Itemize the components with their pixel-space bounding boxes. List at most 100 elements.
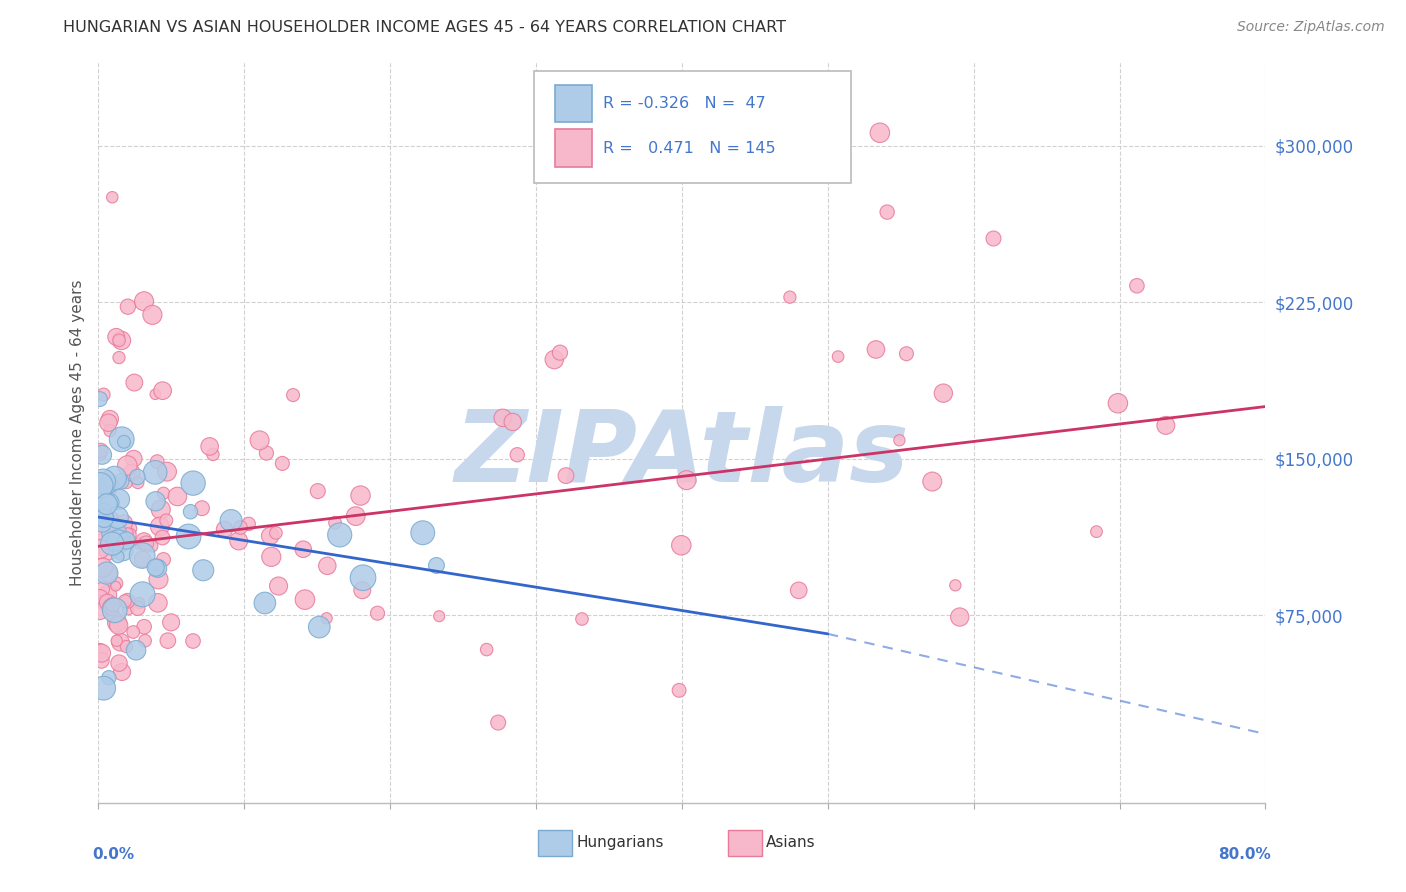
Point — [134, 633, 156, 648]
Point — [98, 496, 121, 510]
Text: Asians: Asians — [766, 836, 815, 850]
Point — [427, 609, 450, 624]
Point — [271, 457, 294, 471]
Point — [229, 520, 252, 534]
Point — [101, 602, 124, 616]
Point — [143, 466, 166, 480]
Point — [264, 525, 287, 540]
Point — [107, 618, 129, 632]
Point — [267, 579, 290, 593]
Point — [118, 527, 141, 541]
Point — [90, 443, 112, 458]
Point — [98, 522, 121, 536]
Point — [101, 539, 124, 553]
Point — [98, 515, 121, 529]
Point — [89, 507, 111, 521]
Point — [124, 376, 146, 390]
Point — [108, 351, 131, 365]
Point — [91, 560, 114, 574]
Point — [98, 412, 121, 426]
Point — [865, 343, 887, 357]
Point — [932, 386, 955, 401]
Point — [668, 683, 690, 698]
Point — [93, 681, 115, 695]
Point — [149, 519, 172, 533]
Point — [160, 615, 183, 630]
Point — [89, 644, 111, 658]
Point — [141, 539, 163, 553]
Point — [1126, 278, 1149, 293]
Point — [94, 492, 117, 507]
Text: 80.0%: 80.0% — [1219, 847, 1271, 863]
Point — [135, 536, 157, 550]
Point — [238, 516, 260, 531]
Point — [156, 633, 179, 648]
Point — [149, 502, 172, 516]
Point — [671, 538, 693, 552]
Point — [110, 635, 132, 649]
Point — [101, 598, 124, 612]
Point — [91, 516, 114, 530]
Point — [89, 447, 111, 461]
Point — [127, 475, 149, 490]
Point — [921, 475, 943, 489]
Point — [349, 489, 371, 503]
Point — [146, 561, 169, 575]
Point — [146, 454, 169, 468]
Point — [101, 190, 124, 204]
Point — [103, 525, 125, 540]
Point — [114, 594, 136, 608]
Point — [191, 501, 214, 516]
Point — [96, 588, 118, 602]
Point — [117, 458, 139, 473]
Point — [876, 205, 898, 219]
Point — [943, 578, 966, 592]
Text: Source: ZipAtlas.com: Source: ZipAtlas.com — [1237, 20, 1385, 34]
Point — [100, 599, 122, 614]
Point — [1085, 524, 1108, 539]
Point — [112, 516, 135, 530]
Point — [104, 579, 127, 593]
Point — [141, 308, 163, 322]
Point — [121, 466, 143, 480]
Point — [352, 583, 374, 598]
Point — [412, 525, 434, 540]
Point — [101, 536, 124, 550]
Point — [869, 126, 891, 140]
Point — [101, 512, 124, 526]
Point — [127, 470, 149, 484]
Point — [827, 350, 849, 364]
Point — [166, 490, 188, 504]
Point — [97, 476, 120, 491]
Point — [779, 290, 801, 304]
Point — [193, 563, 215, 577]
Point — [127, 601, 149, 615]
Point — [122, 625, 145, 640]
Point — [1154, 418, 1177, 433]
Point — [294, 592, 316, 607]
Point — [548, 345, 571, 359]
Point — [292, 542, 315, 557]
Point — [112, 434, 135, 449]
Point — [115, 475, 138, 490]
Point — [98, 424, 121, 438]
Text: 0.0%: 0.0% — [93, 847, 135, 863]
Point — [492, 410, 515, 425]
Point — [152, 552, 174, 566]
Point — [131, 549, 153, 563]
Point — [152, 486, 174, 500]
Point — [89, 605, 111, 619]
Text: R = -0.326   N =  47: R = -0.326 N = 47 — [603, 96, 766, 111]
Point — [181, 634, 204, 648]
Point — [97, 566, 120, 581]
Point — [344, 509, 367, 524]
Point — [108, 617, 131, 632]
Point — [91, 475, 114, 489]
Point — [323, 516, 346, 530]
Point — [111, 543, 134, 558]
Point — [675, 473, 697, 487]
Point — [97, 544, 120, 558]
Point — [117, 593, 139, 607]
Point — [889, 434, 911, 448]
Point — [543, 352, 565, 367]
